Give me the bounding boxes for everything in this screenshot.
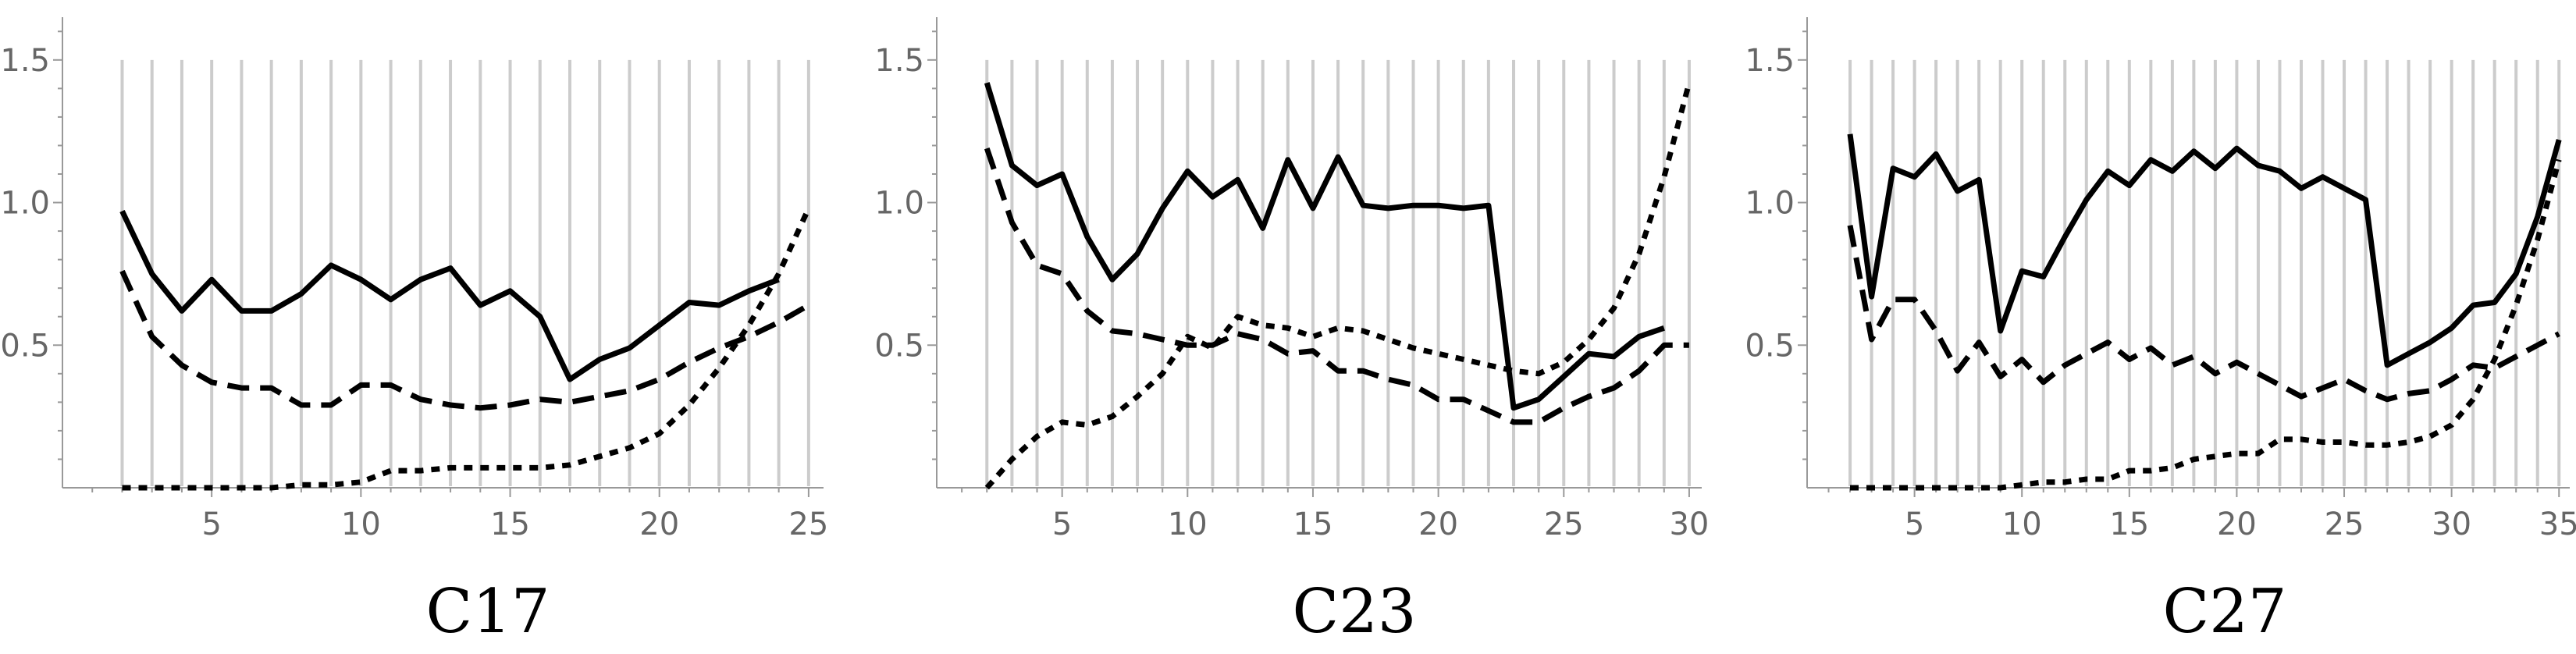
chart-panel-c17: 5 10 15 20 25 0.5 1.0 1.5 C17 — [0, 17, 828, 647]
y-tick-label: 0.5 — [874, 328, 924, 364]
panel-caption: C17 — [426, 577, 550, 647]
x-tick-label: 10 — [1168, 506, 1208, 542]
panel-caption: C23 — [1293, 577, 1417, 647]
x-tick-label: 5 — [1052, 506, 1072, 542]
x-tick-label: 25 — [1544, 506, 1584, 542]
x-tick-label: 25 — [788, 506, 828, 542]
x-tick-label: 15 — [1293, 506, 1333, 542]
series-line-dashed — [119, 269, 810, 411]
x-tick-label: 20 — [1418, 506, 1458, 542]
y-tick-label: 1.5 — [0, 43, 50, 79]
panel-caption: C27 — [2163, 577, 2287, 647]
y-tick-label: 1.0 — [874, 186, 924, 222]
y-tick-label: 0.5 — [0, 328, 50, 364]
chart-panel-c23: 5 10 15 20 25 30 0.5 1.0 1.5 C23 — [874, 17, 1709, 647]
y-tick-label: 1.5 — [874, 43, 924, 79]
series-line-solid — [119, 209, 780, 382]
series-line-solid — [1847, 133, 2562, 368]
x-tick-label: 20 — [639, 506, 679, 542]
x-tick-label: 35 — [2539, 506, 2576, 542]
x-tick-label: 5 — [201, 506, 221, 542]
grid-lines — [985, 59, 1691, 486]
y-tick-label: 1.5 — [1745, 43, 1795, 79]
x-tick-label: 20 — [2217, 506, 2257, 542]
series-line-dotted — [122, 207, 812, 491]
y-tick-label: 0.5 — [1745, 328, 1795, 364]
series-line-solid — [984, 82, 1665, 411]
x-tick-label: 15 — [490, 506, 530, 542]
x-tick-label: 10 — [341, 506, 381, 542]
series-line-dashed — [984, 147, 1689, 425]
series-line-dotted — [1850, 158, 2562, 491]
x-tick-label: 30 — [2432, 506, 2471, 542]
y-tick-label: 1.0 — [1745, 186, 1795, 222]
x-tick-label: 30 — [1669, 506, 1709, 542]
x-tick-label: 10 — [2002, 506, 2042, 542]
x-tick-label: 15 — [2109, 506, 2149, 542]
grid-lines — [1848, 59, 2561, 486]
chart-panel-c27: 5 10 15 20 25 30 35 0.5 1.0 1.5 C27 — [1745, 17, 2576, 647]
series-line-dashed — [1847, 225, 2560, 403]
grid-lines — [120, 59, 810, 486]
y-tick-label: 1.0 — [0, 186, 50, 222]
x-tick-label: 5 — [1905, 506, 1924, 542]
x-tick-label: 25 — [2325, 506, 2364, 542]
